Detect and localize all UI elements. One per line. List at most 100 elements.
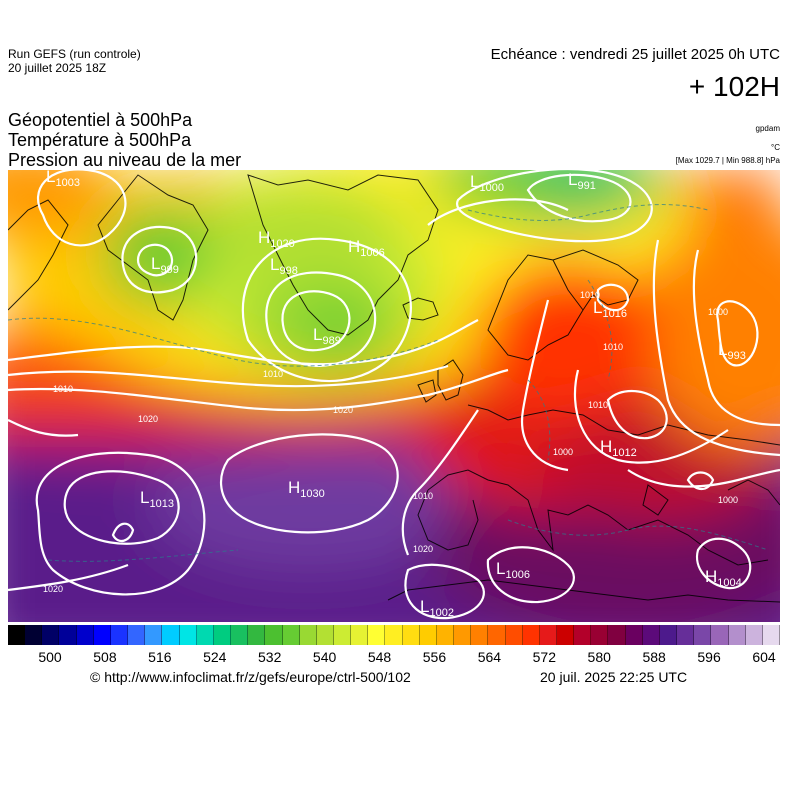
colorbar-tick-label: 564 [477,649,502,665]
weather-map: L1003 L999 H1020 L998 H1006 L989 L1000 L991 L101… [8,170,780,622]
unit-geopotential: gpdam [755,124,780,133]
isobar-label: 1010 [588,400,608,410]
colorbar-tick-label: 556 [422,649,447,665]
colorbar-swatch [93,625,111,645]
isobar-label: 1000 [553,447,573,457]
colorbar-swatch [368,625,386,645]
temperature-colorbar [8,625,781,645]
isobar-labels: 1010 1010 1020 1020 1020 1010 1020 1000 1010 1010… [43,290,738,594]
colorbar-tick-label: 508 [93,649,117,665]
colorbar-swatch [42,625,60,645]
colorbar-swatch [59,625,77,645]
colorbar-swatch [677,625,695,645]
colorbar-tick-label: 548 [367,649,392,665]
colorbar-swatch [642,625,660,645]
colorbar-swatch [522,625,540,645]
isobar-label: 1000 [708,307,728,317]
isobar-label: 1020 [43,584,63,594]
colorbar-swatch [385,625,403,645]
source-credit: © http://www.infoclimat.fr/z/gefs/europe… [90,669,411,685]
pressure-centers: L1003 L999 H1020 L998 H1006 L989 L1000 L991 L101… [46,170,746,619]
isobar-label: 1000 [718,495,738,505]
colorbar-tick-label: 516 [148,649,172,665]
pressure-center-low: L1003 [46,170,80,189]
colorbar-swatch [471,625,489,645]
generated-time: 20 juil. 2025 22:25 UTC [540,669,688,685]
unit-temperature: °C [771,143,780,152]
colorbar-swatch [591,625,609,645]
isobar-label: 1020 [138,414,158,424]
colorbar-swatch [110,625,129,645]
coastlines [8,174,780,603]
colorbar-swatch [694,625,712,645]
colorbar-swatch [728,625,746,645]
colorbar-swatch [231,625,249,645]
pressure-center-high: H1020 [258,228,295,250]
valid-time: Echéance : vendredi 25 juillet 2025 0h U… [490,46,780,63]
pressure-center-low: L998 [270,255,298,277]
colorbar-swatch [213,625,232,645]
colorbar-tick-label: 572 [532,649,556,665]
colorbar-swatch [76,625,94,645]
isobar-label: 1010 [413,491,433,501]
colorbar-swatch [505,625,523,645]
colorbar-swatch [608,625,626,645]
colorbar-tick-label: 540 [312,649,337,665]
colorbar-swatch [282,625,300,645]
field-pressure: Pression au niveau de la mer [8,150,242,170]
field-temperature: Température à 500hPa [8,130,192,150]
colorbar-swatch [248,625,266,645]
pressure-center-low: L989 [313,325,341,347]
colorbar-ticks: 500 508 516 524 532 540 548 556 564 572 580 588 596 6… [8,649,780,667]
colorbar-swatch [265,625,283,645]
temperature-field [8,170,780,622]
colorbar-swatch [128,625,146,645]
unit-pressure: [Max 1029.7 | Min 988.8] hPa [675,156,780,165]
colorbar-tick-label: 604 [752,649,776,665]
colorbar-swatch [574,625,592,645]
pressure-center-high: H1030 [288,478,325,500]
colorbar-tick-label: 596 [697,649,721,665]
colorbar-tick-label: 524 [203,649,227,665]
temperature-isotherms [8,204,769,562]
colorbar-swatch [762,625,781,645]
run-model: Run GEFS (run controle) [8,47,141,61]
pressure-center-high: H1012 [600,437,637,459]
run-date: 20 juillet 2025 18Z [8,61,107,75]
colorbar-swatch [299,625,317,645]
field-geopotential: Géopotentiel à 500hPa [8,110,193,130]
isobar-label: 1010 [53,384,73,394]
isobar-label: 1010 [580,290,600,300]
colorbar-tick-label: 580 [587,649,611,665]
colorbar-swatch [711,625,729,645]
pressure-center-low: L999 [151,254,179,276]
colorbar-swatch [454,625,472,645]
colorbar-swatch [625,625,643,645]
isobar-label: 1010 [603,342,623,352]
lead-time: + 102H [688,71,780,102]
isobar-label: 1020 [333,405,353,415]
colorbar-swatch [196,625,214,645]
pressure-center-low: L1013 [140,488,174,510]
colorbar-tick-label: 588 [642,649,666,665]
pressure-center-low: L1002 [420,597,454,619]
pressure-center-low: L1000 [470,172,504,194]
colorbar-tick-label: 532 [258,649,282,665]
colorbar-swatch [436,625,455,645]
colorbar-tick-label: 500 [38,649,62,665]
colorbar-swatch [162,625,180,645]
pressure-center-low: L1016 [593,298,627,320]
isobars [8,170,780,620]
colorbar-swatch [25,625,43,645]
colorbar-swatch [557,625,575,645]
isobar-label: 1010 [263,369,283,379]
colorbar-swatch [8,625,26,645]
colorbar-swatch [351,625,369,645]
colorbar-swatch [402,625,420,645]
colorbar-swatch [745,625,763,645]
pressure-center-low: L1006 [496,559,530,581]
pressure-center-high: H1006 [348,237,385,259]
isobar-label: 1020 [413,544,433,554]
colorbar-swatch [659,625,678,645]
colorbar-swatch [316,625,334,645]
